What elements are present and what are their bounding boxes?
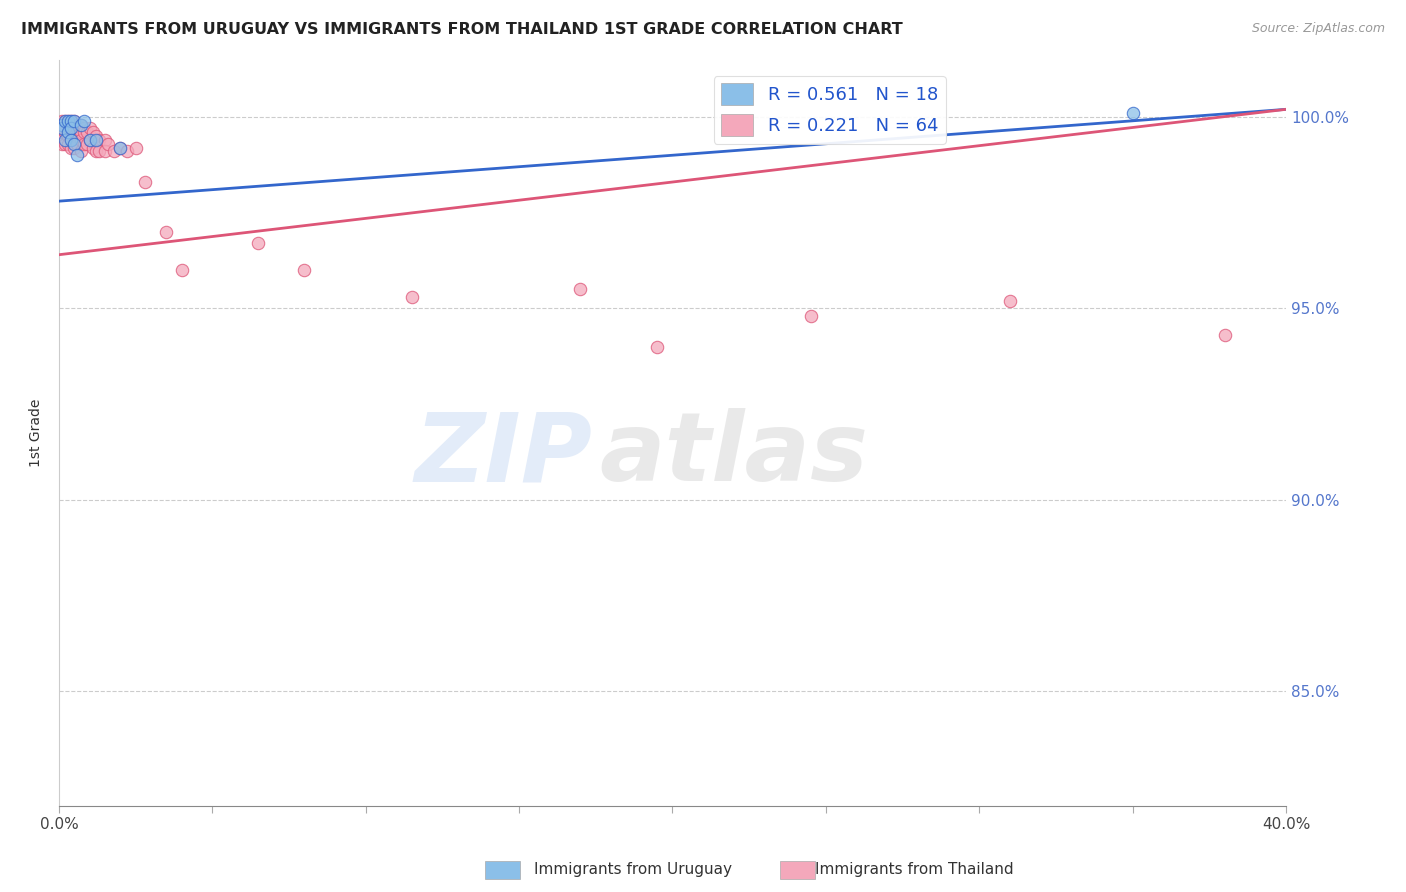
Point	[401, 290, 423, 304]
Point	[60, 121, 83, 136]
Point	[94, 133, 117, 147]
Point	[58, 136, 80, 151]
Point	[170, 263, 193, 277]
Point	[94, 145, 117, 159]
Point	[51, 136, 73, 151]
Point	[97, 136, 120, 151]
Point	[69, 118, 91, 132]
Text: ZIP: ZIP	[415, 409, 593, 501]
Point	[84, 145, 107, 159]
Point	[998, 293, 1021, 308]
Point	[79, 133, 101, 147]
Point	[60, 118, 83, 132]
Point	[60, 113, 83, 128]
Point	[63, 136, 86, 151]
Point	[294, 263, 316, 277]
Point	[58, 113, 80, 128]
Point	[58, 129, 80, 144]
Point	[82, 140, 104, 154]
Point	[51, 113, 73, 128]
Point	[58, 121, 80, 136]
Point	[53, 113, 76, 128]
Point	[247, 236, 270, 251]
Point	[125, 140, 148, 154]
Point	[53, 133, 76, 147]
Point	[72, 121, 94, 136]
Point	[60, 133, 83, 147]
Text: atlas: atlas	[599, 409, 868, 501]
Point	[69, 133, 91, 147]
Point	[53, 113, 76, 128]
Point	[69, 125, 91, 139]
Point	[799, 309, 821, 323]
Point	[84, 129, 107, 144]
Point	[63, 113, 86, 128]
Point	[63, 129, 86, 144]
Point	[66, 148, 89, 162]
Legend: R = 0.561   N = 18, R = 0.221   N = 64: R = 0.561 N = 18, R = 0.221 N = 64	[714, 76, 946, 144]
Point	[58, 118, 80, 132]
Point	[76, 136, 98, 151]
Point	[1122, 106, 1144, 120]
Point	[53, 118, 76, 132]
Text: IMMIGRANTS FROM URUGUAY VS IMMIGRANTS FROM THAILAND 1ST GRADE CORRELATION CHART: IMMIGRANTS FROM URUGUAY VS IMMIGRANTS FR…	[21, 22, 903, 37]
Point	[72, 136, 94, 151]
Point	[51, 118, 73, 132]
Point	[60, 121, 83, 136]
Point	[87, 145, 110, 159]
Point	[87, 133, 110, 147]
Point	[58, 113, 80, 128]
Point	[76, 125, 98, 139]
Text: Immigrants from Thailand: Immigrants from Thailand	[815, 863, 1014, 877]
Point	[51, 121, 73, 136]
Point	[645, 339, 668, 353]
Point	[60, 140, 83, 154]
Point	[53, 125, 76, 139]
Point	[103, 145, 125, 159]
Point	[569, 282, 592, 296]
Point	[51, 125, 73, 139]
Point	[110, 140, 132, 154]
Point	[63, 121, 86, 136]
Point	[72, 113, 94, 128]
Y-axis label: 1st Grade: 1st Grade	[30, 399, 44, 467]
Point	[84, 133, 107, 147]
Point	[79, 133, 101, 147]
Point	[66, 121, 89, 136]
Point	[63, 140, 86, 154]
Point	[51, 133, 73, 147]
Point	[51, 118, 73, 132]
Point	[53, 121, 76, 136]
Point	[115, 145, 138, 159]
Point	[66, 129, 89, 144]
Point	[63, 113, 86, 128]
Point	[69, 118, 91, 132]
Point	[51, 121, 73, 136]
Point	[60, 129, 83, 144]
Point	[60, 113, 83, 128]
Point	[79, 121, 101, 136]
Point	[155, 225, 177, 239]
Point	[53, 136, 76, 151]
Point	[134, 175, 156, 189]
Point	[58, 125, 80, 139]
Point	[82, 125, 104, 139]
Point	[69, 145, 91, 159]
Text: Source: ZipAtlas.com: Source: ZipAtlas.com	[1251, 22, 1385, 36]
Point	[66, 118, 89, 132]
Point	[66, 136, 89, 151]
Point	[72, 125, 94, 139]
Point	[110, 140, 132, 154]
Text: Immigrants from Uruguay: Immigrants from Uruguay	[534, 863, 733, 877]
Point	[1213, 328, 1236, 343]
